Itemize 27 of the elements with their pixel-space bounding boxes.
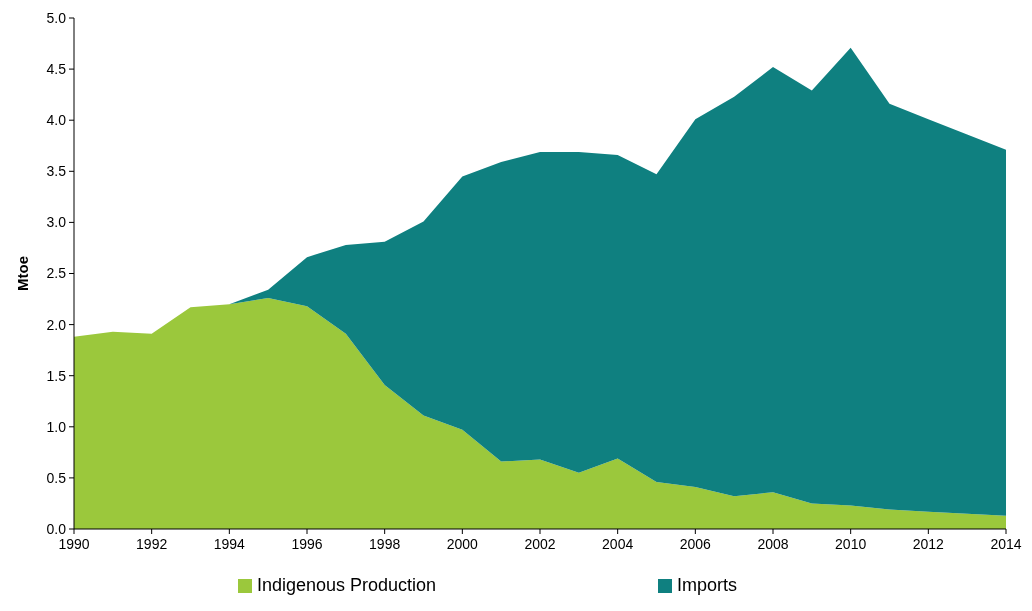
x-tick-label: 2010 [835, 536, 867, 552]
x-tick-label: 2014 [990, 536, 1022, 552]
x-tick-label: 2002 [524, 536, 556, 552]
x-tick-label: 1992 [136, 536, 168, 552]
x-tick-label: 1990 [58, 536, 90, 552]
y-tick-label: 4.5 [46, 61, 67, 77]
x-tick-label: 2006 [679, 536, 712, 552]
y-tick-label: 4.0 [46, 112, 67, 129]
x-tick-label: 1996 [291, 536, 323, 552]
y-tick-label: 2.5 [46, 265, 67, 282]
legend-label: Indigenous Production [257, 575, 437, 595]
y-tick-label: 5.0 [46, 9, 67, 26]
x-tick-label: 1994 [213, 536, 246, 552]
x-tick-label: 2008 [757, 536, 789, 552]
x-tick-label: 2012 [912, 536, 945, 552]
y-tick-label: 0.5 [46, 469, 67, 486]
y-tick-label: 1.5 [46, 367, 67, 384]
x-tick-label: 2004 [602, 536, 634, 552]
x-tick-label: 1998 [369, 536, 401, 552]
y-tick-label: 3.5 [46, 163, 67, 180]
x-tick-label: 2000 [446, 536, 479, 552]
y-tick-label: 0.0 [46, 520, 67, 537]
y-tick-label: 1.0 [46, 418, 67, 435]
legend-label: Imports [677, 575, 738, 595]
y-tick-label: 2.0 [46, 316, 67, 333]
y-axis-title: Mtoe [14, 256, 31, 291]
y-tick-label: 3.0 [46, 214, 67, 231]
